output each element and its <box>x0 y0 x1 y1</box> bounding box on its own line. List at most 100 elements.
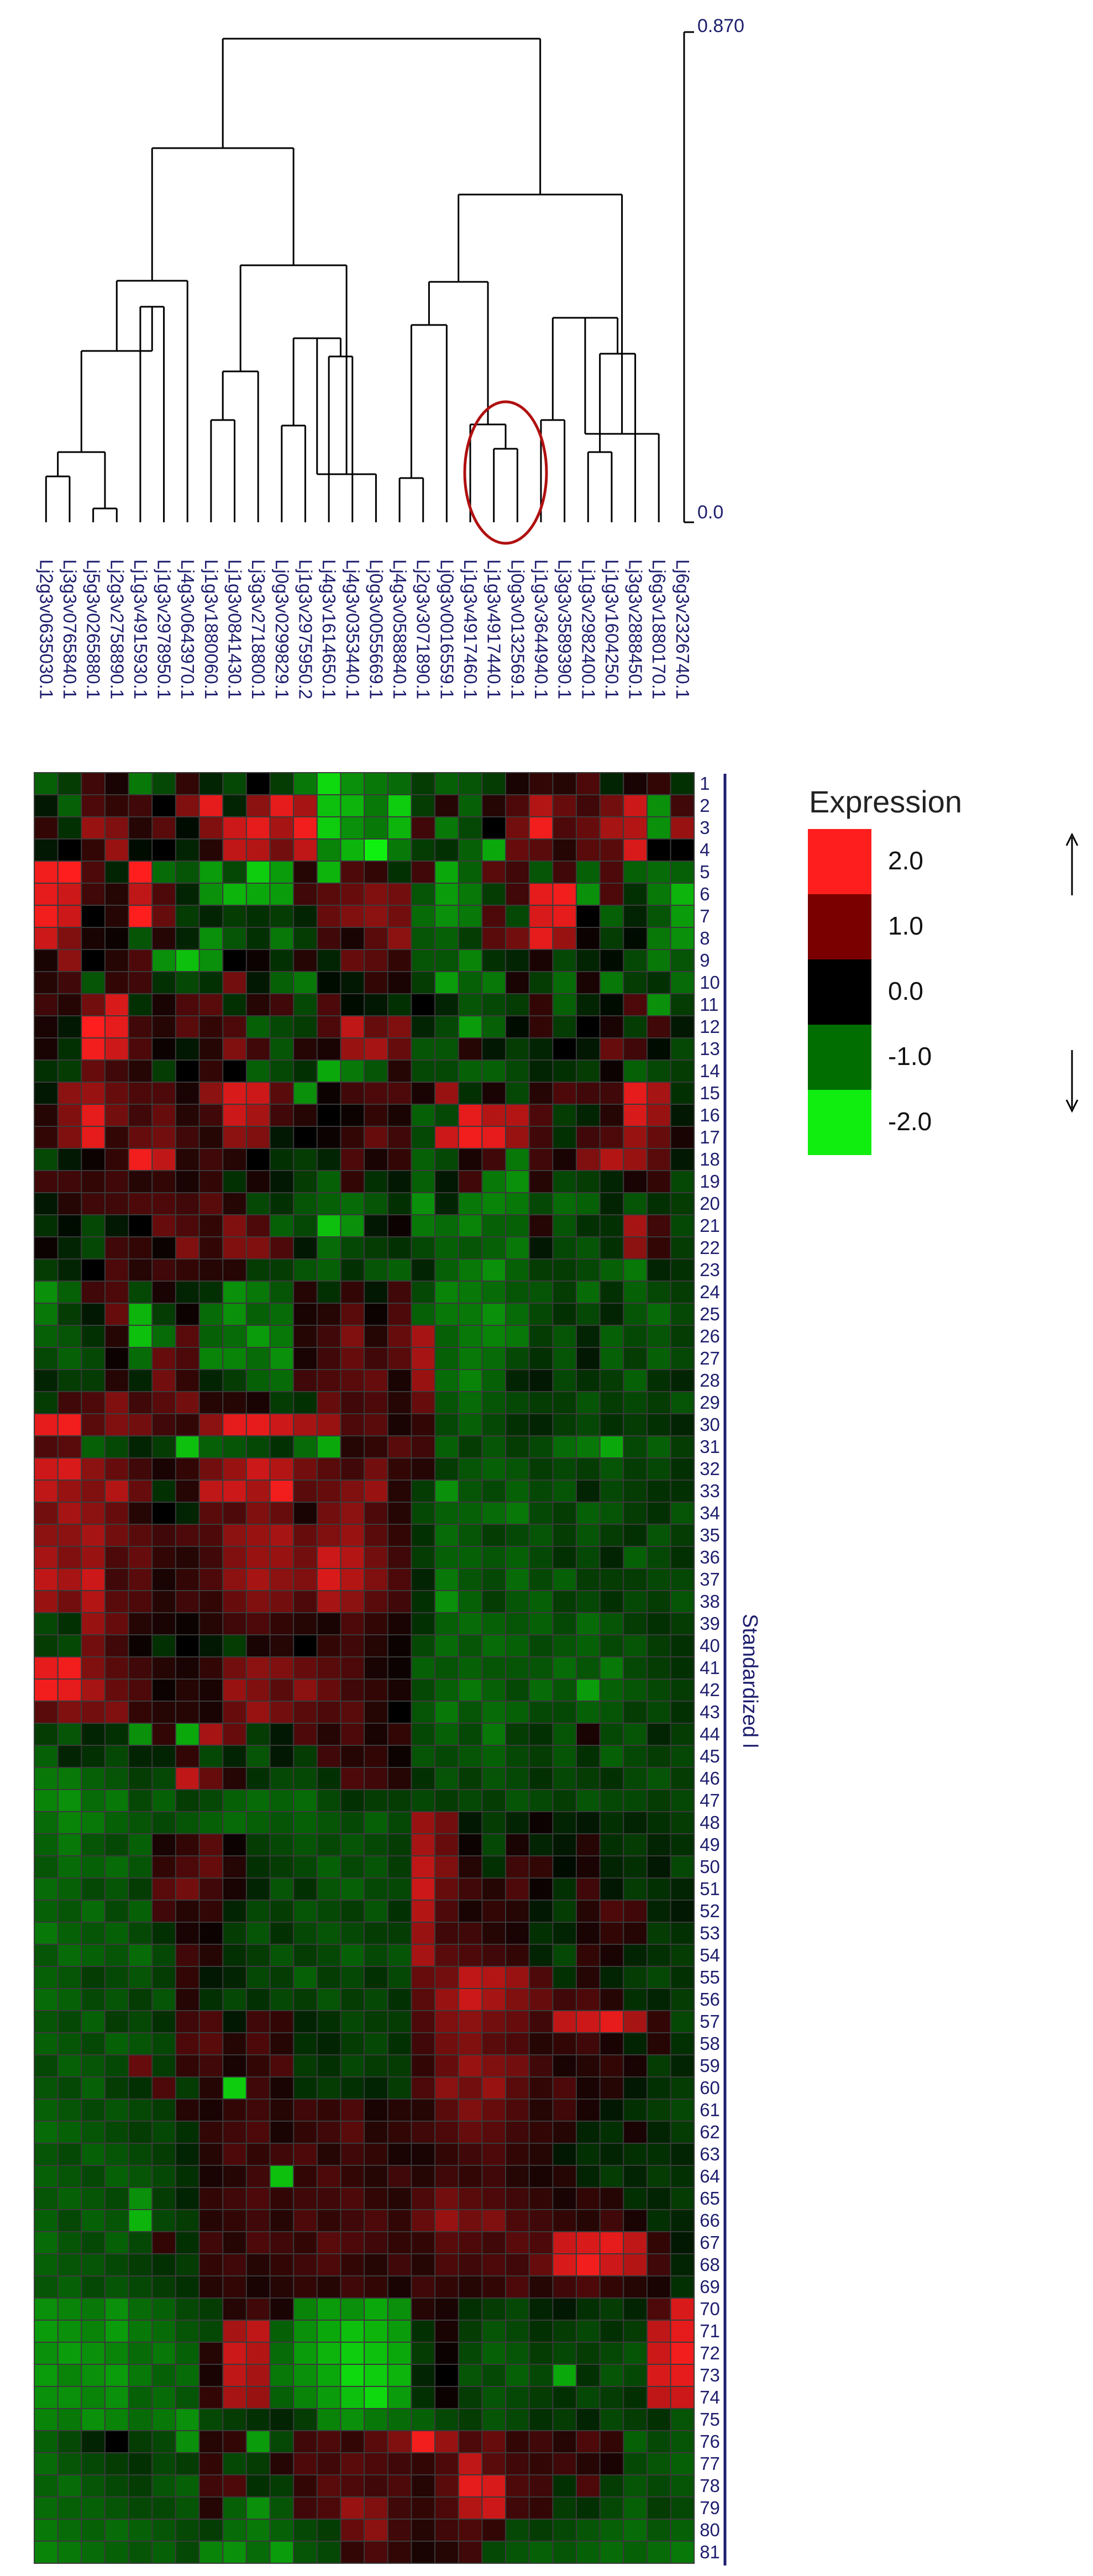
heatmap-cell <box>435 1370 458 1391</box>
heatmap-cell <box>223 2011 246 2032</box>
heatmap-cell <box>294 862 317 883</box>
heatmap-cell <box>58 2475 81 2496</box>
heatmap-cell <box>105 2498 128 2519</box>
heatmap-cell <box>459 1260 482 1281</box>
heatmap-cell <box>35 2542 57 2563</box>
heatmap-cell <box>341 1746 364 1767</box>
heatmap-cell <box>365 1326 387 1347</box>
heatmap-cell <box>600 1304 623 1325</box>
heatmap-cell <box>671 1724 694 1745</box>
heatmap-cell <box>365 2431 387 2452</box>
heatmap-cell <box>317 795 340 816</box>
heatmap-cell <box>317 1724 340 1745</box>
heatmap-cell <box>223 1458 246 1480</box>
heatmap-cell <box>129 1503 152 1524</box>
heatmap-cell <box>482 928 505 949</box>
heatmap-cell <box>529 950 553 971</box>
heatmap-cell <box>153 1569 175 1590</box>
heatmap-cell <box>647 1525 670 1546</box>
heatmap-cell <box>388 1724 411 1745</box>
heatmap-cell <box>153 1768 175 1789</box>
heatmap-cell <box>153 1746 175 1767</box>
heatmap-cell <box>58 2365 81 2386</box>
row-label: 64 <box>700 2166 720 2186</box>
heatmap-cell <box>199 1856 223 1877</box>
row-label: 68 <box>700 2254 720 2275</box>
row-label: 1 <box>700 773 710 794</box>
heatmap-cell <box>624 1414 647 1435</box>
heatmap-cell <box>671 1923 694 1944</box>
heatmap-cell <box>576 1680 600 1701</box>
row-label: 8 <box>700 928 710 948</box>
heatmap-cell <box>270 972 293 993</box>
heatmap-cell <box>129 773 152 794</box>
heatmap-cell <box>341 2210 364 2231</box>
heatmap-cell <box>294 2166 317 2187</box>
heatmap-cell <box>482 2321 505 2342</box>
heatmap-cell <box>529 1901 553 1922</box>
heatmap-cell <box>153 1834 175 1855</box>
heatmap-cell <box>341 994 364 1015</box>
heatmap-cell <box>553 994 576 1015</box>
heatmap-cell <box>388 2232 411 2253</box>
heatmap-cell <box>412 1657 435 1678</box>
heatmap-cell <box>176 1414 199 1435</box>
heatmap-cell <box>199 1348 223 1369</box>
heatmap-cell <box>600 2254 623 2275</box>
heatmap-cell <box>553 928 576 949</box>
heatmap-cell <box>647 862 670 883</box>
heatmap-cell <box>553 1790 576 1811</box>
heatmap-cell <box>199 1458 223 1480</box>
heatmap-cell <box>35 1547 57 1568</box>
heatmap-cell <box>365 1967 387 1988</box>
heatmap-cell <box>341 928 364 949</box>
heatmap-cell <box>435 2122 458 2143</box>
heatmap-cell <box>176 2210 199 2231</box>
heatmap-cell <box>388 840 411 861</box>
heatmap-cell <box>529 1458 553 1480</box>
heatmap-cell <box>600 2100 623 2121</box>
heatmap-cell <box>529 1856 553 1877</box>
heatmap-cell <box>506 1193 529 1214</box>
heatmap-cell <box>388 1215 411 1236</box>
heatmap-cell <box>647 2409 670 2430</box>
heatmap-cell <box>246 1569 270 1590</box>
heatmap-cell <box>199 1414 223 1435</box>
heatmap-cell <box>176 1746 199 1767</box>
heatmap-cell <box>459 817 482 838</box>
heatmap-cell <box>435 2077 458 2098</box>
heatmap-cell <box>459 2033 482 2054</box>
heatmap-cell <box>435 1392 458 1413</box>
heatmap-cell <box>388 1790 411 1811</box>
heatmap-cell <box>153 928 175 949</box>
heatmap-cell <box>294 1370 317 1391</box>
heatmap-cell <box>223 1436 246 1457</box>
heatmap-cell <box>435 1591 458 1612</box>
heatmap-cell <box>624 1127 647 1148</box>
heatmap-cell <box>412 1812 435 1833</box>
heatmap-cell <box>529 1348 553 1369</box>
heatmap-cell <box>153 906 175 927</box>
heatmap-cell <box>105 1812 128 1833</box>
heatmap-cell <box>482 1282 505 1303</box>
heatmap-cell <box>553 1547 576 1568</box>
heatmap-cell <box>671 2498 694 2519</box>
heatmap-cell <box>412 2055 435 2076</box>
heatmap-cell <box>576 2100 600 2121</box>
heatmap-cell <box>341 1061 364 1082</box>
heatmap-cell <box>223 1812 246 1833</box>
row-label: 3 <box>700 817 710 838</box>
heatmap-cell <box>270 906 293 927</box>
heatmap-cell <box>435 1326 458 1347</box>
heatmap-cell <box>600 1901 623 1922</box>
heatmap-cell <box>412 2210 435 2231</box>
heatmap-cell <box>105 2431 128 2452</box>
heatmap-cell <box>199 2254 223 2275</box>
heatmap-cell <box>176 1038 199 1059</box>
heatmap-cell <box>482 2011 505 2032</box>
heatmap-cell <box>529 2498 553 2519</box>
heatmap-cell <box>317 2188 340 2209</box>
heatmap-cell <box>270 1215 293 1236</box>
heatmap-cell <box>35 862 57 883</box>
heatmap-cell <box>506 1171 529 1192</box>
